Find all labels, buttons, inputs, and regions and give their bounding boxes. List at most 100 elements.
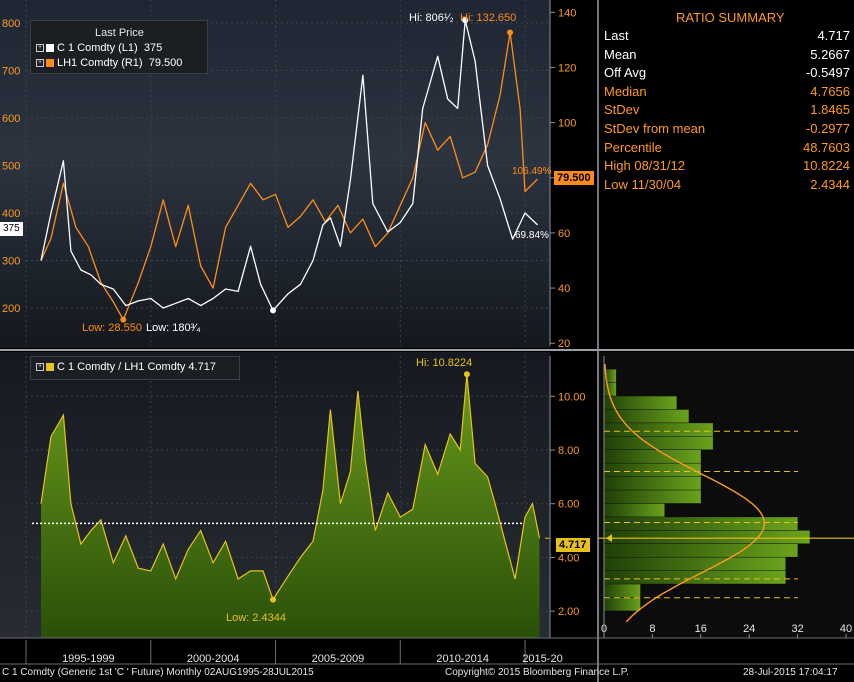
right-axis-tick-label: 60 xyxy=(558,228,570,240)
summary-label: Off Avg xyxy=(604,65,647,81)
ratio-axis-tick-label: 6.00 xyxy=(558,499,579,511)
legend-row-corn[interactable]: + C 1 Comdty (L1) 375 xyxy=(36,42,162,54)
hogs-price-line xyxy=(40,31,538,321)
ratio-axis-tick-label: 2.00 xyxy=(558,606,579,618)
histogram-bar xyxy=(604,423,713,437)
ratio-axis-tick-label: 8.00 xyxy=(558,445,579,457)
x-period-label: 1995-1999 xyxy=(62,653,115,665)
summary-value: 10.8224 xyxy=(803,158,850,174)
corn-high-marker xyxy=(462,17,469,24)
left-axis-tick-label: 800 xyxy=(2,18,20,30)
corn-low-label: Low: 180³⁄₄ xyxy=(146,322,201,334)
summary-label: Median xyxy=(604,83,647,99)
top-legend: Last Price + C 1 Comdty (L1) 375 + LH1 Com… xyxy=(30,20,208,74)
hogs-swatch xyxy=(46,59,54,68)
legend-row-hogs[interactable]: + LH1 Comdty (R1) 79.500 xyxy=(36,57,182,69)
hogs-low-label: Low: 28.550 xyxy=(82,322,142,334)
histogram-bar xyxy=(604,530,810,544)
ratio-line xyxy=(40,374,541,601)
histogram-bar xyxy=(604,584,641,598)
histogram-bar xyxy=(604,476,701,490)
summary-title: RATIO SUMMARY xyxy=(676,10,785,25)
legend-hogs-name: LH1 Comdty (R1) xyxy=(57,57,143,69)
x-period-label: 2015-20 xyxy=(522,653,562,665)
left-axis-tick-label: 200 xyxy=(2,303,20,315)
x-period-label: 2000-2004 xyxy=(187,653,240,665)
expand-icon[interactable]: + xyxy=(36,44,44,53)
hogs-low-marker xyxy=(120,316,127,323)
expand-icon[interactable]: + xyxy=(36,363,44,372)
left-axis-tick-label: 600 xyxy=(2,113,20,125)
summary-value: 48.7603 xyxy=(803,139,850,155)
summary-label: Last xyxy=(604,28,629,43)
x-period-label: 2005-2009 xyxy=(312,653,365,665)
corn-price-line xyxy=(40,19,538,312)
histogram-bar xyxy=(604,517,798,531)
summary-label: Low 11/30/04 xyxy=(604,176,682,192)
histogram-bar xyxy=(604,463,701,477)
histogram-bar xyxy=(604,409,689,423)
right-axis-tick-label: 40 xyxy=(558,283,570,295)
footer-timestamp: 28-Jul-2015 17:04:17 xyxy=(743,667,838,678)
ratio-axis-tick-label: 10.00 xyxy=(558,391,586,403)
footer-description: C 1 Comdty (Generic 1st 'C ' Future) Mon… xyxy=(2,667,314,678)
ratio-low-marker xyxy=(270,596,277,603)
summary-label: StDev xyxy=(604,102,640,118)
legend-ratio-text: C 1 Comdty / LH1 Comdty 4.717 xyxy=(57,361,216,373)
corn-last-tag: 375 xyxy=(0,222,23,236)
corn-swatch xyxy=(46,44,54,53)
x-period-label: 2010-2014 xyxy=(436,653,489,665)
right-axis-tick-label: 20 xyxy=(558,338,570,350)
ratio-last-tag: 4.717 xyxy=(556,538,590,552)
bottom-legend: + C 1 Comdty / LH1 Comdty 4.717 xyxy=(30,356,240,380)
right-axis-tick-label: 100 xyxy=(558,118,576,130)
ratio-low-label: Low: 2.4344 xyxy=(226,612,286,624)
hogs-percent-label: 106.49% xyxy=(512,166,552,177)
legend-title: Last Price xyxy=(95,27,144,39)
histogram-bar xyxy=(604,396,677,410)
legend-row-ratio[interactable]: + C 1 Comdty / LH1 Comdty 4.717 xyxy=(36,361,216,373)
summary-value: 5.2667 xyxy=(810,46,850,62)
histogram-bar xyxy=(604,597,641,611)
summary-label: High 08/31/12 xyxy=(604,158,685,174)
ratio-area xyxy=(41,374,540,638)
legend-hogs-value: 79.500 xyxy=(148,57,183,69)
legend-corn-name: C 1 Comdty (L1) xyxy=(57,42,138,54)
left-axis-tick-label: 500 xyxy=(2,161,20,173)
histogram-bar xyxy=(604,382,617,396)
expand-icon[interactable]: + xyxy=(36,59,44,68)
footer-copyright: Copyright© 2015 Bloomberg Finance L.P. xyxy=(445,667,629,678)
ratio-high-marker xyxy=(463,371,470,378)
hogs-high-marker xyxy=(507,29,514,36)
hogs-high-label: Hi: 132.650 xyxy=(460,12,517,24)
histogram-bar xyxy=(604,490,701,504)
histogram-x-tick-label: 40 xyxy=(840,623,852,635)
histogram-x-tick-label: 24 xyxy=(743,623,755,635)
histogram-bar xyxy=(604,503,665,517)
histogram-x-tick-label: 32 xyxy=(791,623,803,635)
left-axis-tick-label: 400 xyxy=(2,208,20,220)
ratio-axis-tick-label: 4.00 xyxy=(558,552,579,564)
right-axis-tick-label: 140 xyxy=(558,7,576,19)
legend-corn-value: 375 xyxy=(143,42,163,54)
histogram-last-arrow xyxy=(606,534,612,543)
summary-value: 2.4344 xyxy=(810,176,850,192)
summary-value: -0.2977 xyxy=(805,121,850,136)
summary-label: StDev from mean xyxy=(604,121,706,136)
corn-high-label: Hi: 806¹⁄₂ xyxy=(409,12,454,24)
corn-low-marker xyxy=(270,307,277,314)
left-axis-tick-label: 300 xyxy=(2,256,20,268)
summary-label: Mean xyxy=(604,46,637,62)
histogram-bar xyxy=(604,557,786,571)
histogram-bar xyxy=(604,544,798,557)
summary-value: 4.7656 xyxy=(810,83,850,99)
histogram-bar xyxy=(604,436,713,450)
summary-label: Percentile xyxy=(604,139,662,155)
hogs-last-tag: 79.500 xyxy=(554,171,594,185)
right-axis-tick-label: 120 xyxy=(558,62,576,74)
left-axis-tick-label: 700 xyxy=(2,66,20,78)
histogram-bar xyxy=(604,570,786,584)
corn-percent-label: 69.84% xyxy=(515,230,549,241)
summary-value: 4.717 xyxy=(817,28,850,43)
